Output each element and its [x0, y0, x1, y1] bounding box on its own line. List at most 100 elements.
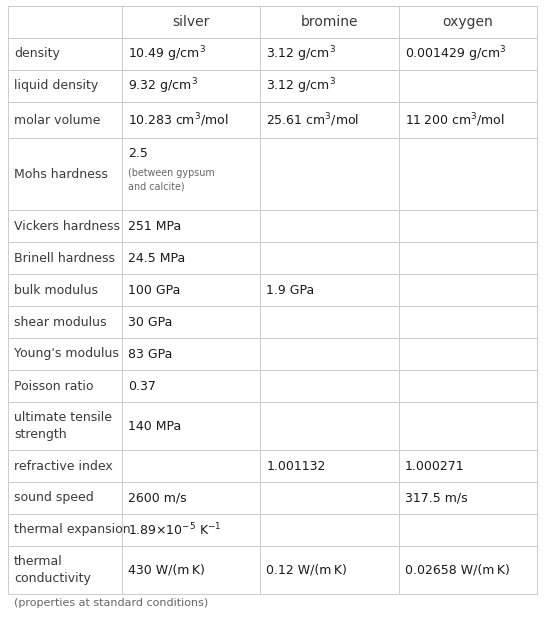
- Bar: [261, 138, 399, 210]
- Text: thermal
conductivity: thermal conductivity: [14, 555, 91, 585]
- Bar: [122, 210, 261, 242]
- Text: 11 200 cm$^{\mathregular{3}}$/mol: 11 200 cm$^{\mathregular{3}}$/mol: [405, 111, 505, 129]
- Text: 140 MPa: 140 MPa: [128, 420, 181, 432]
- Bar: [8, 274, 122, 306]
- Bar: [261, 402, 399, 450]
- Bar: [399, 210, 537, 242]
- Text: refractive index: refractive index: [14, 459, 113, 473]
- Text: liquid density: liquid density: [14, 80, 98, 93]
- Bar: [399, 274, 537, 306]
- Bar: [8, 482, 122, 514]
- Text: 430 W/(m K): 430 W/(m K): [128, 563, 204, 577]
- Text: 83 GPa: 83 GPa: [128, 348, 172, 360]
- Bar: [122, 370, 261, 402]
- Bar: [122, 546, 261, 594]
- Bar: [261, 546, 399, 594]
- Text: Young's modulus: Young's modulus: [14, 348, 119, 360]
- Bar: [122, 450, 261, 482]
- Text: sound speed: sound speed: [14, 492, 94, 505]
- Text: 1.89$\times$10$^{\mathregular{-5}}$ K$^{\mathregular{-1}}$: 1.89$\times$10$^{\mathregular{-5}}$ K$^{…: [128, 522, 221, 538]
- Text: ultimate tensile
strength: ultimate tensile strength: [14, 411, 112, 441]
- Bar: [261, 210, 399, 242]
- Bar: [399, 482, 537, 514]
- Bar: [261, 482, 399, 514]
- Bar: [261, 70, 399, 102]
- Bar: [122, 138, 261, 210]
- Bar: [399, 450, 537, 482]
- Bar: [261, 514, 399, 546]
- Text: Brinell hardness: Brinell hardness: [14, 252, 115, 264]
- Bar: [399, 338, 537, 370]
- Bar: [8, 210, 122, 242]
- Text: 1.000271: 1.000271: [405, 459, 464, 473]
- Text: 24.5 MPa: 24.5 MPa: [128, 252, 185, 264]
- Text: 0.001429 g/cm$^{\mathregular{3}}$: 0.001429 g/cm$^{\mathregular{3}}$: [405, 44, 506, 64]
- Text: Poisson ratio: Poisson ratio: [14, 379, 94, 392]
- Bar: [261, 338, 399, 370]
- Text: shear modulus: shear modulus: [14, 316, 106, 329]
- Bar: [122, 306, 261, 338]
- Bar: [122, 402, 261, 450]
- Bar: [8, 370, 122, 402]
- Bar: [399, 242, 537, 274]
- Bar: [8, 402, 122, 450]
- Text: 9.32 g/cm$^{\mathregular{3}}$: 9.32 g/cm$^{\mathregular{3}}$: [128, 76, 198, 96]
- Text: Mohs hardness: Mohs hardness: [14, 167, 108, 180]
- Bar: [399, 370, 537, 402]
- Bar: [261, 242, 399, 274]
- Text: (properties at standard conditions): (properties at standard conditions): [14, 598, 208, 608]
- Text: thermal expansion: thermal expansion: [14, 524, 131, 536]
- Bar: [399, 102, 537, 138]
- Bar: [8, 546, 122, 594]
- Text: 10.49 g/cm$^{\mathregular{3}}$: 10.49 g/cm$^{\mathregular{3}}$: [128, 44, 205, 64]
- Bar: [8, 338, 122, 370]
- Text: 1.9 GPa: 1.9 GPa: [267, 283, 314, 297]
- Text: 317.5 m/s: 317.5 m/s: [405, 492, 468, 505]
- Text: 251 MPa: 251 MPa: [128, 220, 181, 232]
- Text: 2.5: 2.5: [128, 148, 148, 160]
- Bar: [261, 370, 399, 402]
- Text: bromine: bromine: [301, 15, 359, 29]
- Bar: [122, 242, 261, 274]
- Bar: [399, 514, 537, 546]
- Bar: [122, 70, 261, 102]
- Bar: [8, 514, 122, 546]
- Bar: [8, 450, 122, 482]
- Text: Vickers hardness: Vickers hardness: [14, 220, 120, 232]
- Bar: [8, 242, 122, 274]
- Text: 3.12 g/cm$^{\mathregular{3}}$: 3.12 g/cm$^{\mathregular{3}}$: [267, 44, 336, 64]
- Text: 10.283 cm$^{\mathregular{3}}$/mol: 10.283 cm$^{\mathregular{3}}$/mol: [128, 111, 228, 129]
- Bar: [122, 6, 261, 38]
- Bar: [122, 102, 261, 138]
- Bar: [261, 274, 399, 306]
- Bar: [8, 102, 122, 138]
- Bar: [122, 38, 261, 70]
- Text: 0.02658 W/(m K): 0.02658 W/(m K): [405, 563, 510, 577]
- Bar: [261, 38, 399, 70]
- Bar: [399, 38, 537, 70]
- Bar: [8, 306, 122, 338]
- Text: bulk modulus: bulk modulus: [14, 283, 98, 297]
- Bar: [261, 450, 399, 482]
- Bar: [399, 70, 537, 102]
- Bar: [399, 546, 537, 594]
- Bar: [122, 482, 261, 514]
- Bar: [8, 38, 122, 70]
- Bar: [122, 274, 261, 306]
- Text: 100 GPa: 100 GPa: [128, 283, 180, 297]
- Bar: [399, 402, 537, 450]
- Text: 1.001132: 1.001132: [267, 459, 326, 473]
- Text: 30 GPa: 30 GPa: [128, 316, 172, 329]
- Text: molar volume: molar volume: [14, 114, 100, 126]
- Text: 25.61 cm$^{\mathregular{3}}$/mol: 25.61 cm$^{\mathregular{3}}$/mol: [267, 111, 360, 129]
- Bar: [122, 514, 261, 546]
- Bar: [261, 6, 399, 38]
- Text: oxygen: oxygen: [443, 15, 493, 29]
- Bar: [261, 102, 399, 138]
- Bar: [122, 338, 261, 370]
- Bar: [261, 306, 399, 338]
- Bar: [8, 70, 122, 102]
- Bar: [399, 6, 537, 38]
- Text: 3.12 g/cm$^{\mathregular{3}}$: 3.12 g/cm$^{\mathregular{3}}$: [267, 76, 336, 96]
- Bar: [8, 138, 122, 210]
